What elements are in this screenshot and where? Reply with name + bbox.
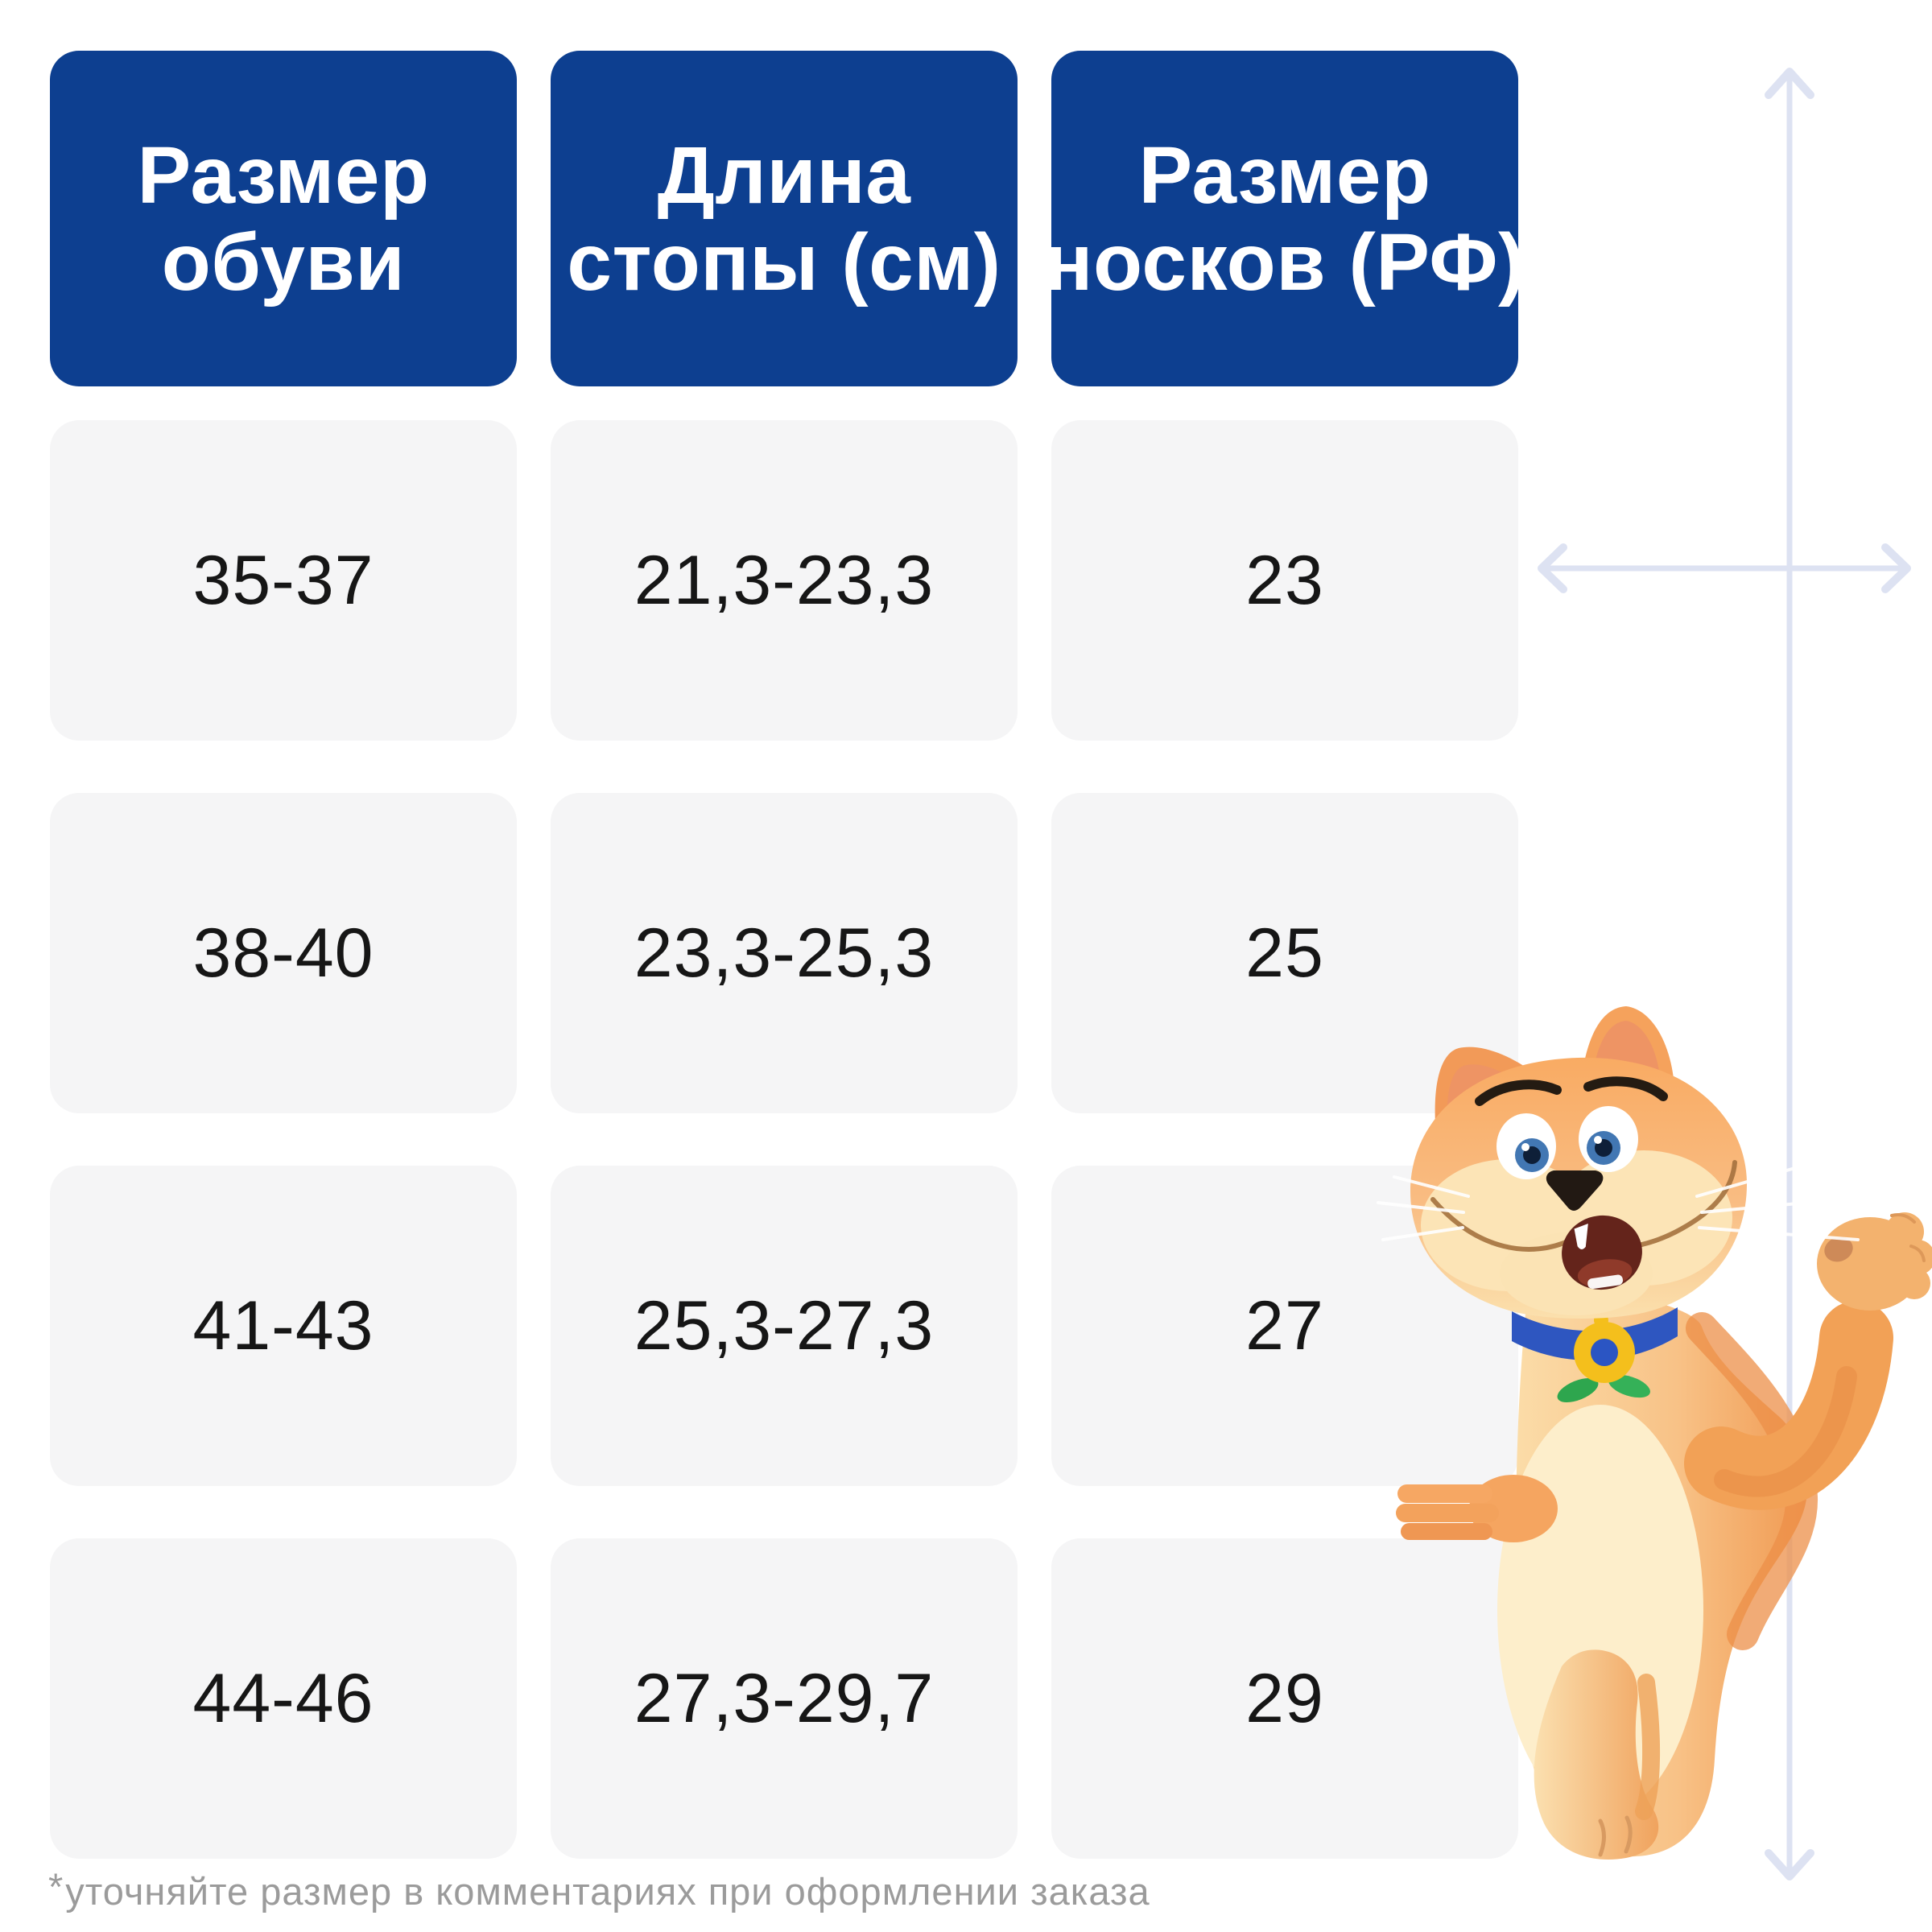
cat-head <box>1377 1006 1877 1319</box>
table-cell: 23 <box>1051 420 1518 741</box>
table-cell: 35-37 <box>50 420 517 741</box>
cat-eye <box>1579 1106 1638 1172</box>
column-header-text: Длина стопы (см) <box>567 132 1001 306</box>
footnote: *уточняйте размер в комментариях при офо… <box>48 1865 1150 1913</box>
cell-value: 23,3-25,3 <box>634 914 935 992</box>
cat-flower-medallion <box>1557 1313 1650 1403</box>
header-line: носков (РФ) <box>1044 217 1525 308</box>
cat-eye <box>1496 1113 1556 1179</box>
table-cell: 27,3-29,7 <box>551 1538 1018 1859</box>
header-line: Размер <box>1138 130 1431 221</box>
cat-raised-arm <box>1684 1212 1932 1510</box>
footnote-text: уточняйте размер в комментариях при офор… <box>65 1870 1150 1913</box>
table-cell: 29 <box>1051 1538 1518 1859</box>
header-line: Длина <box>657 130 911 221</box>
cat-leg <box>1534 1649 1661 1860</box>
column-header-shoe-size: Размер обуви <box>50 51 517 386</box>
cell-value: 35-37 <box>192 541 374 619</box>
table-cell: 21,3-23,3 <box>551 420 1018 741</box>
table-cell: 44-46 <box>50 1538 517 1859</box>
cell-value: 25 <box>1245 914 1324 992</box>
column-header-text: Размер носков (РФ) <box>1044 132 1525 306</box>
footnote-asterisk: * <box>48 1865 64 1908</box>
column-header-sock-size: Размер носков (РФ) <box>1044 51 1525 386</box>
header-line: стопы (см) <box>567 217 1001 308</box>
header-line: Размер <box>137 130 430 221</box>
column-header-foot-length: Длина стопы (см) <box>551 51 1018 386</box>
cell-value: 25,3-27,3 <box>634 1286 935 1364</box>
cell-value: 21,3-23,3 <box>634 541 935 619</box>
table-cell: 25 <box>1051 793 1518 1113</box>
cat-eyebrow <box>1475 1080 1562 1106</box>
cat-whiskers <box>1377 1151 1877 1241</box>
cat-eyebrow <box>1583 1076 1668 1101</box>
cell-value: 27 <box>1245 1286 1324 1364</box>
table-cell: 41-43 <box>50 1166 517 1486</box>
table-cell: 23,3-25,3 <box>551 793 1018 1113</box>
cell-value: 29 <box>1245 1659 1324 1737</box>
cell-value: 41-43 <box>192 1286 374 1364</box>
cell-value: 27,3-29,7 <box>634 1659 935 1737</box>
cell-value: 44-46 <box>192 1659 374 1737</box>
cell-value: 38-40 <box>192 914 374 992</box>
cell-value: 23 <box>1245 541 1324 619</box>
table-cell: 25,3-27,3 <box>551 1166 1018 1486</box>
cat-mascot-icon <box>1377 1006 1932 1860</box>
cat-open-mouth <box>1562 1215 1642 1290</box>
cat-nose <box>1546 1170 1604 1211</box>
horizontal-measure-arrow-icon <box>1538 543 1911 593</box>
column-header-text: Размер обуви <box>137 132 429 306</box>
table-cell: 27 <box>1051 1166 1518 1486</box>
header-line: обуви <box>161 217 406 308</box>
table-cell: 38-40 <box>50 793 517 1113</box>
cat-gripping-paw <box>1396 1475 1558 1542</box>
